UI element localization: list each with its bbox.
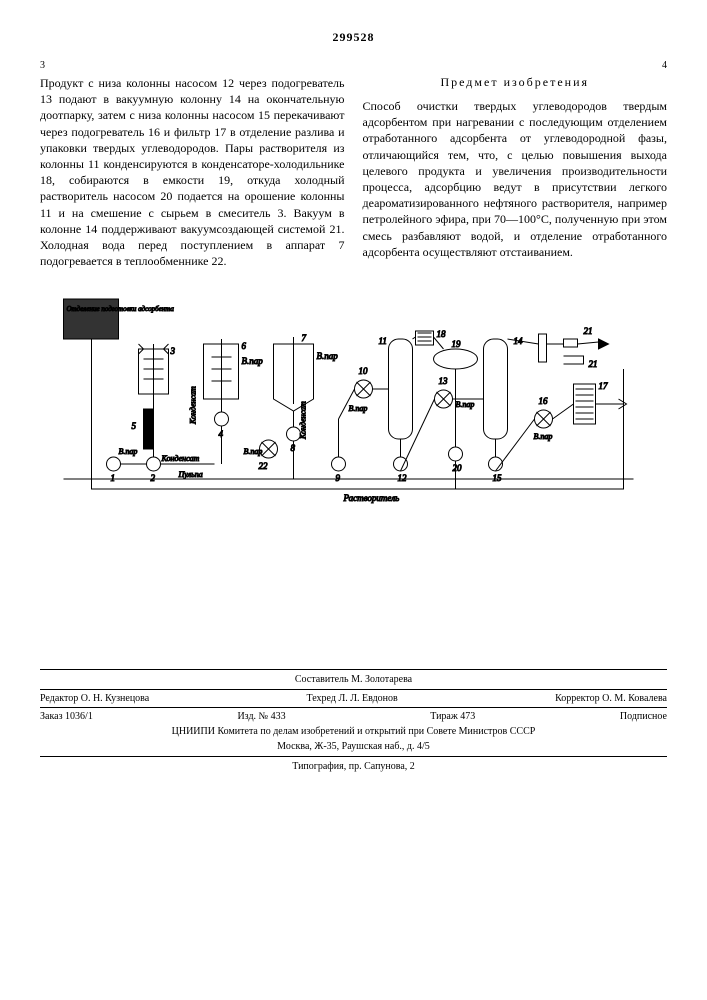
svg-text:17: 17: [599, 381, 609, 391]
svg-text:10: 10: [359, 366, 369, 376]
svg-text:Конденсат: Конденсат: [189, 386, 198, 425]
svg-text:15: 15: [493, 473, 503, 483]
document-number: 299528: [40, 30, 667, 45]
svg-text:В.пар: В.пар: [119, 447, 138, 456]
svg-text:2: 2: [151, 473, 156, 483]
svg-text:В.пар: В.пар: [349, 404, 368, 413]
diagram-box-label: Отделение подготовки адсорбента: [67, 305, 175, 313]
svg-text:13: 13: [439, 376, 449, 386]
address: Москва, Ж-35, Раушская наб., д. 4/5: [40, 741, 667, 752]
svg-text:В.пар: В.пар: [534, 432, 553, 441]
printer: Типография, пр. Сапунова, 2: [40, 761, 667, 772]
right-column: 4 Предмет изобретения Способ очистки тве…: [363, 60, 668, 269]
tehred: Техред Л. Л. Евдонов: [307, 693, 398, 704]
svg-text:21: 21: [584, 326, 593, 336]
svg-text:6: 6: [242, 341, 247, 351]
svg-text:21: 21: [589, 359, 598, 369]
order: Заказ 1036/1: [40, 711, 93, 722]
text-columns: 3 Продукт с низа колонны насосом 12 чере…: [40, 60, 667, 269]
right-body: Способ очистки твердых углеводородов тве…: [363, 98, 668, 260]
svg-text:16: 16: [539, 396, 549, 406]
org: ЦНИИПИ Комитета по делам изобретений и о…: [40, 726, 667, 737]
svg-text:9: 9: [336, 473, 341, 483]
svg-text:7: 7: [302, 333, 307, 343]
svg-text:Растворитель: Растворитель: [343, 493, 400, 503]
editor: Редактор О. Н. Кузнецова: [40, 693, 149, 704]
podpisnoe: Подписное: [620, 711, 667, 722]
svg-text:5: 5: [132, 421, 137, 431]
composer: Составитель М. Золотарева: [40, 674, 667, 685]
corrector: Корректор О. М. Ковалева: [555, 693, 667, 704]
svg-text:18: 18: [437, 329, 447, 339]
footer: Составитель М. Золотарева Редактор О. Н.…: [40, 669, 667, 772]
svg-text:19: 19: [452, 339, 462, 349]
svg-text:Конденсат: Конденсат: [161, 454, 200, 463]
left-body: Продукт с низа колонны насосом 12 через …: [40, 75, 345, 269]
svg-text:3: 3: [170, 346, 176, 356]
svg-text:В.пар: В.пар: [244, 447, 263, 456]
svg-text:В.пар: В.пар: [456, 400, 475, 409]
svg-text:В.пар: В.пар: [317, 351, 339, 361]
left-column: 3 Продукт с низа колонны насосом 12 чере…: [40, 60, 345, 269]
svg-text:11: 11: [379, 336, 387, 346]
izd: Изд. № 433: [237, 711, 285, 722]
svg-text:22: 22: [259, 461, 269, 471]
tirazh: Тираж 473: [430, 711, 475, 722]
process-diagram: Отделение подготовки адсорбента 3 6 В.па…: [40, 289, 667, 549]
col-num-left: 3: [40, 60, 345, 71]
svg-text:12: 12: [398, 473, 408, 483]
col-num-right: 4: [363, 60, 668, 71]
svg-text:Конденсат: Конденсат: [299, 401, 308, 440]
svg-text:1: 1: [111, 473, 116, 483]
svg-text:В.пар: В.пар: [242, 356, 264, 366]
svg-text:Пульпа: Пульпа: [178, 470, 203, 479]
footer-print: Заказ 1036/1 Изд. № 433 Тираж 473 Подпис…: [40, 711, 667, 722]
footer-credits: Редактор О. Н. Кузнецова Техред Л. Л. Ев…: [40, 693, 667, 704]
subject-title: Предмет изобретения: [363, 75, 668, 90]
svg-text:20: 20: [453, 463, 463, 473]
